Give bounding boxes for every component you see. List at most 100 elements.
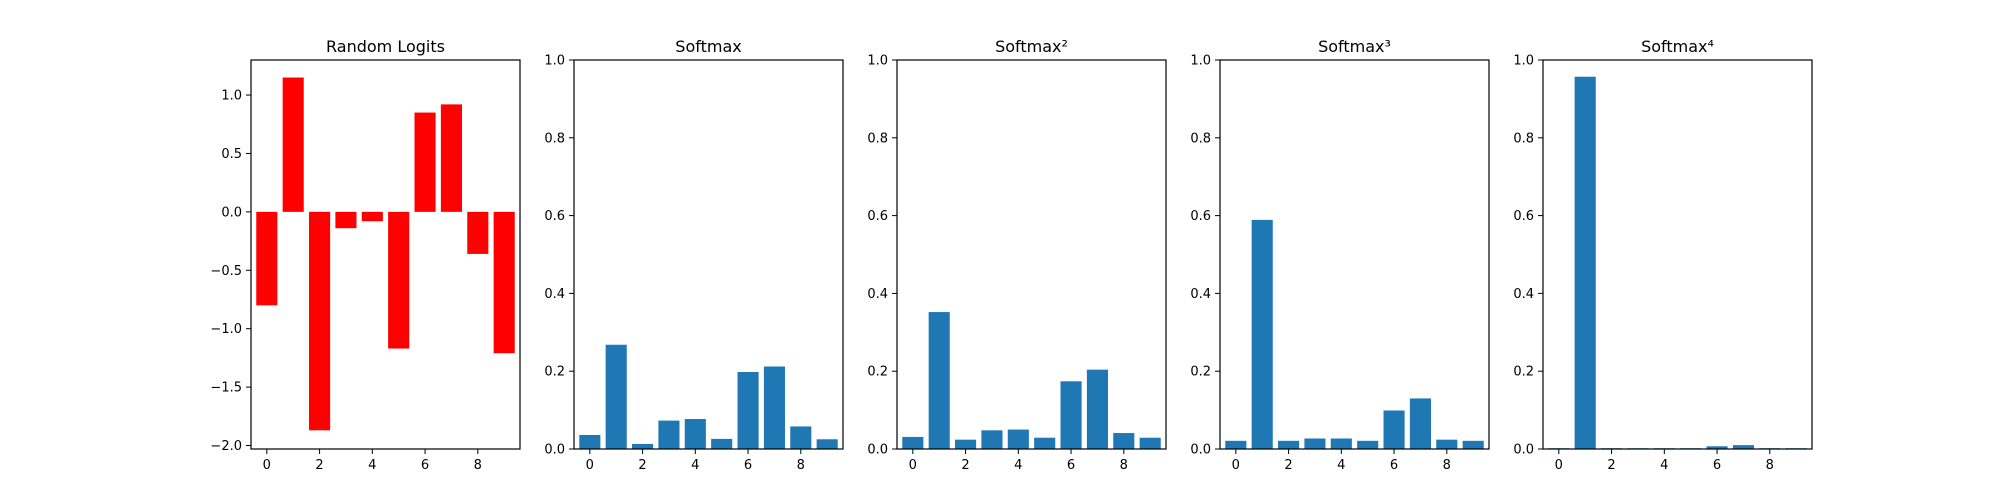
y-tick-label: −1.0 (210, 322, 242, 337)
axes-frame (1219, 59, 1490, 450)
y-tick-label: 0.2 (867, 365, 888, 380)
y-tick-label: 0.2 (1190, 365, 1211, 380)
bar-3 (981, 430, 1003, 449)
y-tick-label: 0.0 (221, 205, 242, 220)
bar-9 (1139, 437, 1161, 449)
bar-4 (361, 211, 383, 222)
bar-1 (282, 77, 304, 212)
bar-4 (1007, 429, 1029, 449)
y-tick-label: 0.0 (867, 443, 888, 458)
x-tick-label: 4 (691, 458, 699, 473)
x-tick-label: 2 (638, 458, 646, 473)
bar-1 (928, 312, 950, 449)
bar-6 (737, 371, 759, 449)
y-tick-label: 0.8 (1513, 131, 1534, 146)
y-tick-label: 1.0 (1190, 54, 1211, 69)
bar-7 (440, 104, 462, 212)
chart-panel-3: Softmax³ 0.0 0.2 0.4 0.6 0.8 1.0 0 2 4 6 8 (1190, 37, 1490, 473)
x-tick-label: 4 (1660, 458, 1668, 473)
x-tick-label: 4 (1337, 458, 1345, 473)
bar-4 (684, 419, 706, 449)
bar-3 (1304, 438, 1326, 449)
x-tick-label: 6 (421, 458, 429, 473)
bar-9 (493, 211, 515, 354)
y-tick-label: 0.4 (1190, 287, 1211, 302)
chart-title: Softmax² (995, 37, 1068, 56)
bar-6 (1383, 410, 1405, 449)
bar-1 (1251, 219, 1273, 449)
x-tick-label: 0 (1555, 458, 1563, 473)
bar-9 (1462, 440, 1484, 449)
bar-2 (309, 211, 331, 431)
axes-frame (250, 59, 521, 450)
y-tick-label: 0.4 (867, 287, 888, 302)
y-tick-label: 0.4 (1513, 287, 1534, 302)
bar-5 (388, 211, 410, 349)
bar-7 (1409, 398, 1431, 449)
x-tick-label: 0 (586, 458, 594, 473)
bar-5 (1357, 440, 1379, 449)
y-tick-label: −1.5 (210, 381, 242, 396)
y-tick-label: −2.0 (210, 439, 242, 454)
bar-2 (632, 443, 654, 449)
chart-panel-2: Softmax² 0.0 0.2 0.4 0.6 0.8 1.0 0 2 4 6 8 (867, 37, 1167, 473)
x-tick-label: 6 (1390, 458, 1398, 473)
y-tick-label: 0.6 (1513, 209, 1534, 224)
bar-7 (763, 366, 785, 449)
x-tick-label: 2 (1607, 458, 1615, 473)
y-tick-label: 0.4 (544, 287, 565, 302)
x-tick-label: 4 (368, 458, 376, 473)
bar-2 (1278, 440, 1300, 449)
y-tick-label: 0.0 (544, 443, 565, 458)
x-tick-label: 2 (1284, 458, 1292, 473)
y-tick-label: 1.0 (867, 54, 888, 69)
x-tick-label: 0 (1232, 458, 1240, 473)
x-tick-label: 8 (797, 458, 805, 473)
bar-0 (902, 436, 924, 449)
chart-title: Random Logits (326, 37, 445, 56)
x-tick-label: 6 (744, 458, 752, 473)
axes-frame (896, 59, 1167, 450)
y-tick-label: 0.6 (544, 209, 565, 224)
x-tick-label: 8 (1766, 458, 1774, 473)
y-tick-label: 0.2 (1513, 365, 1534, 380)
bar-8 (467, 211, 489, 254)
bar-3 (658, 420, 680, 449)
chart-panel-4: Softmax⁴ 0.0 0.2 0.4 0.6 0.8 1.0 0 2 4 6 8 (1513, 37, 1813, 473)
x-tick-label: 0 (909, 458, 917, 473)
y-tick-label: 1.0 (1513, 54, 1534, 69)
x-tick-label: 0 (263, 458, 271, 473)
bar-8 (1113, 433, 1135, 449)
x-tick-label: 8 (1443, 458, 1451, 473)
y-tick-label: 0.6 (867, 209, 888, 224)
bar-7 (1086, 369, 1108, 449)
bar-0 (579, 435, 601, 449)
bar-5 (711, 438, 733, 449)
bar-4 (1330, 438, 1352, 449)
bar-3 (335, 211, 357, 229)
y-tick-label: 0.0 (1190, 443, 1211, 458)
y-tick-label: 0.2 (544, 365, 565, 380)
x-tick-label: 8 (474, 458, 482, 473)
x-tick-label: 2 (315, 458, 323, 473)
bar-1 (605, 344, 627, 449)
x-tick-label: 2 (961, 458, 969, 473)
y-tick-label: 0.5 (221, 147, 242, 162)
bar-6 (1060, 381, 1082, 449)
bar-8 (1436, 439, 1458, 449)
bar-9 (816, 439, 838, 449)
bar-5 (1034, 437, 1056, 449)
x-tick-label: 4 (1014, 458, 1022, 473)
bar-2 (955, 439, 977, 449)
bar-1 (1574, 76, 1596, 449)
chart-title: Softmax³ (1318, 37, 1391, 56)
y-tick-label: 0.6 (1190, 209, 1211, 224)
chart-panel-0: Random Logits −2.0 −1.5 −1.0 −0.5 0.0 0.5 1.0 0 2… (210, 37, 521, 473)
y-tick-label: 0.8 (1190, 131, 1211, 146)
y-tick-label: −0.5 (210, 264, 242, 279)
y-tick-label: 0.8 (867, 131, 888, 146)
axes-frame (573, 59, 844, 450)
chart-panel-1: Softmax 0.0 0.2 0.4 0.6 0.8 1.0 0 2 4 6 8 (544, 37, 844, 473)
